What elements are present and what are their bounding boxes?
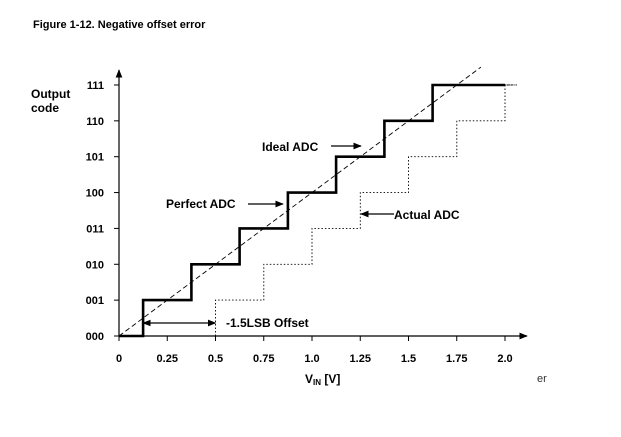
series-ideal-adc xyxy=(118,66,482,337)
footer-text: er xyxy=(537,373,547,385)
plot-area: 0 0.25 0.5 0.75 1.0 1.25 1.5 1.75 2.0 000 001 010 01… xyxy=(86,66,528,365)
x-tick-label: 0.25 xyxy=(157,353,178,365)
actual-adc-label: Actual ADC xyxy=(394,208,460,222)
x-tick-label: 0 xyxy=(116,353,122,365)
y-tick-label: 001 xyxy=(86,295,104,307)
y-tick-label: 100 xyxy=(86,188,104,200)
perfect-adc-label: Perfect ADC xyxy=(166,197,236,211)
y-tick-label: 000 xyxy=(86,331,104,343)
y-tick-label: 111 xyxy=(87,80,104,92)
y-tick-label: 011 xyxy=(86,223,104,235)
ideal-adc-label: Ideal ADC xyxy=(262,140,319,154)
y-axis-title-line1: Output xyxy=(31,87,70,101)
x-tick-label: 1.25 xyxy=(350,353,371,365)
y-tick-label: 010 xyxy=(86,259,104,271)
series-actual-adc xyxy=(215,84,515,336)
y-tick-label: 101 xyxy=(86,152,104,164)
x-axis-title: VIN [V] xyxy=(305,372,340,387)
x-tick-label: 1.0 xyxy=(304,353,319,365)
x-tick-label: 0.5 xyxy=(208,353,223,365)
x-tick-label: 1.75 xyxy=(446,353,467,365)
x-tick-label: 2.0 xyxy=(497,353,512,365)
x-tick-label: 0.75 xyxy=(253,353,274,365)
offset-label: -1.5LSB Offset xyxy=(226,316,309,330)
x-tick-label: 1.5 xyxy=(401,353,416,365)
figure-title: Figure 1-12. Negative offset error xyxy=(33,19,206,31)
y-tick-label: 110 xyxy=(86,116,104,128)
y-axis-title-line2: code xyxy=(31,101,59,115)
